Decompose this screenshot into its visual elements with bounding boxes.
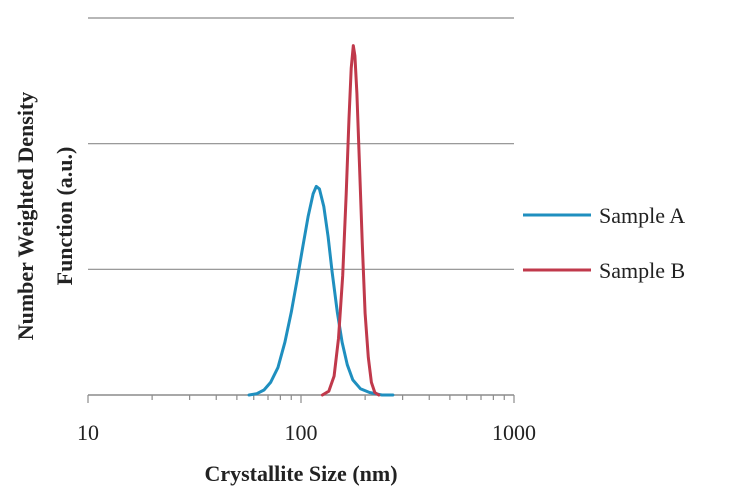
series-group [247,44,395,397]
x-tick-label-1000: 1000 [492,420,536,445]
x-axis-ticks [87,395,515,403]
x-tick-label-10: 10 [77,420,99,445]
series-line-sample-b [320,44,381,397]
y-axis-title-line-2: Function (a.u.) [52,147,77,286]
x-tick-label-100: 100 [285,420,318,445]
legend-label-sample-b: Sample B [599,258,685,283]
series-line-sample-a [247,184,395,397]
legend: Sample A Sample B [523,203,685,283]
y-axis-title-line-1: Number Weighted Density [13,92,38,341]
x-tick-labels: 10 100 1000 [77,420,536,445]
x-axis-title: Crystallite Size (nm) [204,461,397,486]
legend-label-sample-a: Sample A [599,203,685,228]
gridlines [88,17,514,270]
